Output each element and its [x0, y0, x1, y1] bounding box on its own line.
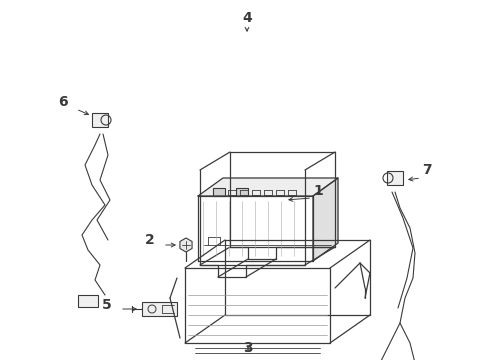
Text: 3: 3 [243, 341, 252, 355]
Text: 2: 2 [145, 233, 155, 247]
Text: 6: 6 [58, 95, 68, 109]
Polygon shape [198, 178, 337, 196]
Bar [78, 295, 98, 307]
Bar [386, 171, 402, 185]
Bar [92, 113, 108, 127]
FancyBboxPatch shape [236, 188, 247, 196]
FancyBboxPatch shape [213, 188, 224, 196]
Text: 7: 7 [421, 163, 431, 177]
Bar [142, 302, 177, 316]
Text: 5: 5 [102, 298, 112, 312]
Text: 4: 4 [242, 11, 251, 25]
Polygon shape [312, 178, 337, 261]
Text: 1: 1 [312, 184, 322, 198]
